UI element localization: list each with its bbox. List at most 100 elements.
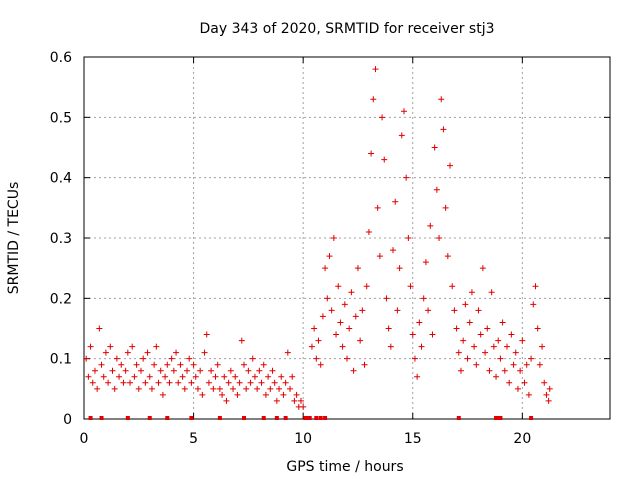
data-point	[144, 349, 151, 356]
data-point	[512, 349, 519, 356]
data-point	[414, 373, 421, 380]
data-point	[350, 367, 357, 374]
data-point	[379, 114, 386, 121]
data-point	[168, 355, 175, 362]
data-point	[300, 403, 307, 410]
data-point	[245, 367, 252, 374]
data-point	[429, 331, 436, 338]
x-tick-label: 0	[80, 431, 89, 447]
data-point	[273, 397, 280, 404]
data-point	[497, 355, 504, 362]
data-point	[133, 361, 140, 368]
data-point	[532, 283, 539, 290]
data-point	[122, 367, 129, 374]
data-point	[311, 325, 318, 332]
plot-frame	[83, 56, 611, 420]
data-point	[216, 385, 223, 392]
data-point	[493, 373, 500, 380]
data-point	[124, 349, 131, 356]
data-point	[243, 385, 250, 392]
data-point	[199, 391, 206, 398]
data-point	[546, 385, 553, 392]
data-point	[409, 331, 416, 338]
data-point	[313, 355, 320, 362]
data-point	[210, 385, 217, 392]
data-point	[232, 373, 239, 380]
data-point	[100, 373, 107, 380]
data-point	[363, 283, 370, 290]
data-point	[107, 343, 114, 350]
data-point	[159, 391, 166, 398]
baseline-marker	[496, 416, 501, 420]
baseline-marker	[241, 416, 246, 420]
data-point	[223, 397, 230, 404]
data-point	[525, 391, 532, 398]
data-point	[411, 355, 418, 362]
data-point	[466, 319, 473, 326]
y-tick-label: 0.6	[50, 50, 72, 66]
data-point	[361, 361, 368, 368]
data-point	[260, 361, 267, 368]
data-point	[536, 361, 543, 368]
data-point	[359, 307, 366, 314]
data-point	[543, 391, 550, 398]
data-point	[188, 379, 195, 386]
baseline-marker	[165, 416, 170, 420]
data-point	[372, 66, 379, 73]
data-point	[186, 355, 193, 362]
data-point	[339, 343, 346, 350]
data-point	[510, 361, 517, 368]
data-point	[265, 373, 272, 380]
data-point	[387, 343, 394, 350]
baseline-marker	[125, 416, 130, 420]
data-point	[545, 397, 552, 404]
data-point	[120, 379, 127, 386]
baseline-markers	[88, 416, 534, 420]
data-point	[514, 385, 521, 392]
data-point	[341, 301, 348, 308]
data-point	[392, 198, 399, 205]
axis-ticks	[83, 56, 610, 420]
baseline-marker	[88, 416, 93, 420]
data-point	[405, 235, 412, 241]
data-point	[127, 379, 134, 386]
baseline-marker	[494, 416, 499, 420]
baseline-marker	[456, 416, 461, 420]
data-point	[258, 379, 265, 386]
x-tick-labels: 0 5 10 15 20	[80, 431, 532, 447]
data-point	[83, 355, 90, 362]
data-point	[142, 379, 149, 386]
data-point	[475, 307, 482, 314]
data-point	[431, 144, 438, 151]
y-tick-label: 0.2	[50, 291, 72, 307]
data-point	[280, 391, 287, 398]
data-point	[98, 361, 105, 368]
data-point	[129, 343, 136, 350]
data-point	[324, 295, 331, 302]
data-point	[416, 319, 423, 326]
data-point	[192, 373, 199, 380]
data-point	[374, 204, 381, 211]
data-point	[291, 397, 298, 404]
data-point	[157, 367, 164, 374]
data-point	[190, 361, 197, 368]
data-point	[354, 265, 361, 272]
data-point	[390, 247, 397, 254]
data-point	[508, 331, 515, 338]
baseline-marker	[283, 416, 288, 420]
data-point	[140, 355, 147, 362]
data-point	[541, 379, 548, 386]
data-point	[227, 367, 234, 374]
data-point	[322, 265, 329, 272]
data-point	[528, 355, 535, 362]
data-point	[477, 331, 484, 338]
data-point	[297, 397, 304, 404]
y-tick-label: 0.5	[50, 110, 72, 126]
data-point	[240, 361, 247, 368]
data-point	[495, 337, 502, 344]
data-point	[534, 325, 541, 332]
data-point	[462, 301, 469, 308]
baseline-marker	[498, 416, 503, 420]
data-point	[352, 313, 359, 320]
data-point	[418, 343, 425, 350]
